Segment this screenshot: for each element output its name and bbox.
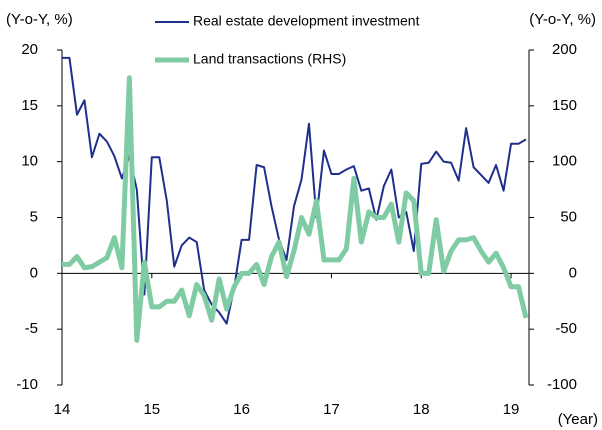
x-tick-label: 16 (233, 401, 250, 418)
y-tick-label: 10 (21, 153, 38, 170)
y2-tick-label: 200 (552, 41, 577, 58)
y-tick-label: -5 (25, 320, 38, 337)
series-line (62, 75, 529, 343)
y2-tick-label: 100 (552, 153, 577, 170)
x-tick-label: 19 (503, 401, 520, 418)
y2-tick-label: 50 (560, 208, 577, 225)
series-line (62, 56, 527, 325)
y-tick-label: 5 (30, 208, 38, 225)
y-axis-label: (Y-o-Y, %) (6, 11, 73, 28)
x-axis-label: (Year) (558, 411, 598, 428)
y-tick-label: 15 (21, 97, 38, 114)
y2-axis-label: (Y-o-Y, %) (529, 11, 596, 28)
x-tick-label: 14 (54, 401, 71, 418)
y-tick-label: -10 (16, 376, 38, 393)
legend-label: Land transactions (RHS) (193, 51, 346, 67)
legend-label: Real estate development investment (193, 13, 420, 29)
y2-tick-label: 0 (569, 264, 577, 281)
x-tick-label: 15 (143, 401, 160, 418)
y2-tick-label: -50 (555, 320, 577, 337)
y2-tick-label: -100 (547, 376, 577, 393)
y-tick-label: 0 (30, 264, 38, 281)
y-tick-label: 20 (21, 41, 38, 58)
x-tick-label: 17 (323, 401, 340, 418)
x-tick-label: 18 (413, 401, 430, 418)
y2-tick-label: 150 (552, 97, 577, 114)
